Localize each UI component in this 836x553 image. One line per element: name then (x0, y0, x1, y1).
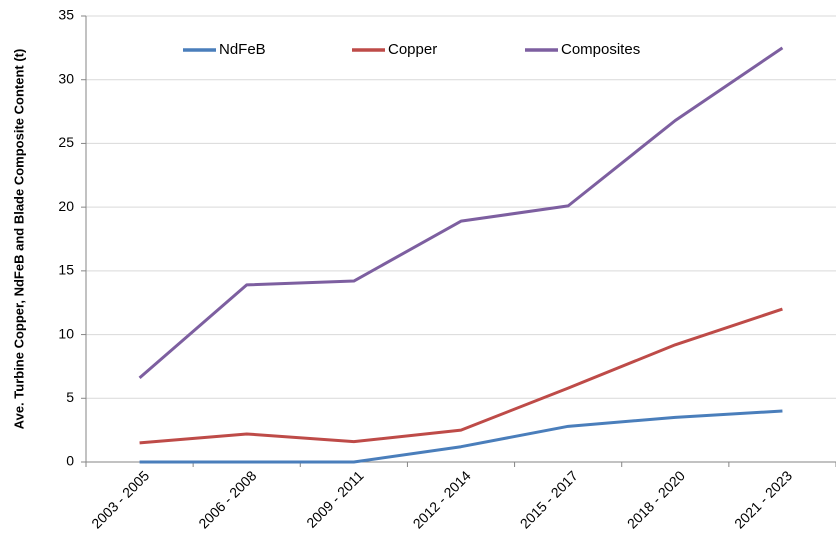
y-tick-label: 15 (58, 262, 74, 278)
x-tick-label: 2003 - 2005 (88, 467, 152, 531)
x-tick-label: 2021 - 2023 (731, 467, 795, 531)
y-tick-label: 5 (66, 389, 74, 405)
legend-label: Composites (561, 41, 640, 58)
series-line (139, 307, 783, 445)
y-tick-label: 30 (58, 70, 74, 86)
y-tick-label: 35 (58, 7, 74, 23)
y-axis-label: Ave. Turbine Copper, NdFeB and Blade Com… (11, 49, 26, 430)
x-tick-label: 2006 - 2008 (195, 467, 259, 531)
series-line (138, 46, 784, 380)
series-line (139, 409, 783, 464)
x-tick-label: 2009 - 2011 (303, 467, 367, 531)
x-tick-label: 2012 - 2014 (410, 467, 474, 531)
x-tick-label: 2015 - 2017 (517, 467, 581, 531)
legend-label: Copper (388, 41, 437, 58)
y-tick-label: 10 (58, 325, 74, 341)
x-tick-label: 2018 - 2020 (624, 467, 688, 531)
y-tick-label: 0 (66, 453, 74, 469)
y-tick-label: 20 (58, 198, 74, 214)
y-tick-label: 25 (58, 134, 74, 150)
legend-label: NdFeB (219, 41, 266, 58)
